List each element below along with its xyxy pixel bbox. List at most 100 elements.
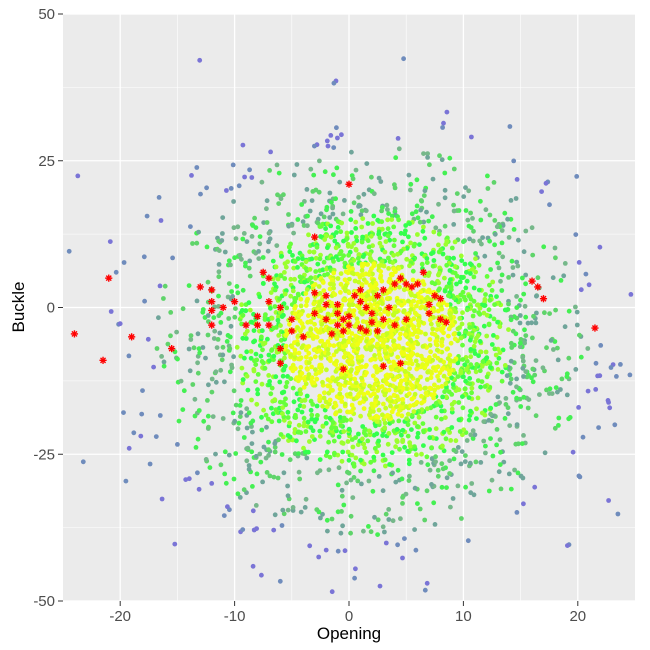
cloud-point (334, 358, 339, 364)
cloud-point (533, 358, 539, 363)
cloud-point (238, 353, 244, 359)
cloud-point (386, 211, 391, 217)
cloud-point (578, 354, 584, 360)
cloud-point (305, 223, 310, 229)
cloud-point (267, 379, 272, 384)
cloud-point (497, 437, 503, 443)
cloud-point (240, 236, 246, 242)
cloud-point (400, 427, 406, 433)
cloud-point (473, 269, 478, 275)
cloud-point (306, 313, 311, 319)
cloud-point (479, 379, 485, 384)
cloud-point (295, 217, 301, 222)
cloud-point (444, 109, 450, 115)
cloud-point (187, 368, 193, 374)
cloud-point (420, 228, 426, 234)
cloud-point (406, 478, 412, 483)
highlight-point (333, 309, 342, 317)
cloud-point (416, 414, 422, 420)
cloud-point (324, 449, 330, 455)
cloud-point (444, 376, 450, 382)
cloud-point (561, 273, 567, 279)
cloud-point (506, 327, 511, 332)
cloud-point (331, 172, 336, 178)
cloud-point (553, 307, 558, 313)
cloud-point (418, 305, 423, 311)
cloud-point (303, 259, 309, 265)
cloud-point (487, 238, 492, 244)
cloud-point (476, 353, 481, 359)
cloud-point (389, 213, 395, 219)
cloud-point (144, 213, 150, 219)
highlight-point (299, 333, 307, 341)
cloud-point (435, 473, 441, 479)
cloud-point (531, 313, 536, 319)
cloud-point (459, 258, 465, 263)
cloud-point (265, 248, 271, 254)
cloud-point (424, 289, 430, 294)
cloud-point (449, 406, 455, 412)
cloud-point (334, 165, 340, 171)
cloud-point (296, 350, 302, 356)
cloud-point (281, 389, 287, 395)
cloud-point (442, 288, 448, 294)
highlight-point (276, 303, 284, 312)
highlight-point (345, 180, 353, 188)
cloud-point (429, 214, 435, 220)
cloud-point (358, 413, 363, 419)
cloud-point (335, 482, 341, 488)
cloud-point (313, 367, 318, 373)
cloud-point (172, 541, 178, 547)
cloud-point (266, 439, 271, 445)
cloud-point (469, 385, 475, 391)
cloud-point (505, 411, 511, 417)
cloud-point (508, 198, 514, 203)
cloud-point (361, 382, 367, 388)
cloud-point (566, 416, 572, 422)
cloud-point (391, 338, 396, 344)
cloud-point (371, 213, 377, 219)
cloud-point (211, 315, 217, 320)
cloud-point (308, 425, 314, 430)
cloud-point (394, 438, 400, 443)
cloud-point (436, 249, 442, 255)
cloud-point (353, 323, 358, 329)
highlight-point (414, 280, 422, 288)
cloud-point (539, 189, 544, 195)
cloud-point (255, 391, 261, 397)
cloud-point (272, 512, 278, 518)
highlight-point (539, 295, 548, 303)
cloud-point (359, 364, 365, 370)
cloud-point (383, 511, 389, 517)
cloud-point (348, 417, 354, 423)
cloud-point (322, 169, 328, 175)
cloud-point (426, 218, 431, 224)
cloud-point (429, 445, 434, 451)
cloud-point (390, 470, 395, 476)
highlight-point (356, 286, 365, 294)
cloud-point (328, 133, 334, 138)
cloud-point (382, 249, 388, 255)
cloud-point (336, 434, 342, 440)
cloud-point (259, 427, 265, 433)
cloud-point (421, 428, 426, 434)
cloud-point (196, 408, 202, 413)
cloud-point (264, 470, 270, 475)
cloud-point (361, 191, 367, 197)
cloud-point (318, 368, 324, 374)
cloud-point (415, 424, 420, 429)
cloud-point (492, 302, 497, 307)
cloud-point (413, 358, 419, 364)
cloud-point (463, 484, 468, 490)
cloud-point (464, 307, 470, 313)
cloud-point (385, 226, 391, 232)
cloud-point (566, 308, 572, 314)
cloud-point (500, 347, 506, 353)
cloud-point (606, 498, 611, 503)
cloud-point (296, 292, 301, 298)
cloud-point (302, 397, 308, 403)
cloud-point (245, 445, 251, 451)
cloud-point (496, 265, 502, 271)
cloud-point (525, 405, 531, 411)
cloud-point (320, 379, 325, 385)
